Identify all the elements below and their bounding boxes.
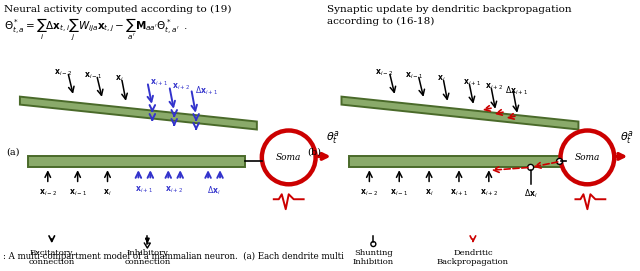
Text: (b): (b) <box>308 148 322 157</box>
Text: $\Delta\mathbf{x}_{i+1}$: $\Delta\mathbf{x}_{i+1}$ <box>505 85 528 97</box>
Text: Inhibitory
connection: Inhibitory connection <box>124 249 170 266</box>
Text: $\Delta\mathbf{x}_{i}$: $\Delta\mathbf{x}_{i}$ <box>207 184 221 197</box>
Text: Soma: Soma <box>575 153 600 162</box>
Text: $\mathbf{x}_{i+1}$: $\mathbf{x}_{i+1}$ <box>450 187 468 198</box>
Text: $\mathbf{x}_{i+1}$: $\mathbf{x}_{i+1}$ <box>136 184 154 195</box>
FancyBboxPatch shape <box>28 156 245 167</box>
FancyBboxPatch shape <box>349 156 566 167</box>
Circle shape <box>561 131 614 184</box>
Text: $\mathbf{x}_{i+1}$: $\mathbf{x}_{i+1}$ <box>150 78 168 88</box>
Text: $\theta^a_t$: $\theta^a_t$ <box>326 130 339 146</box>
Text: $\mathbf{x}_{i+2}$: $\mathbf{x}_{i+2}$ <box>172 82 190 92</box>
Text: $\mathbf{x}_{i+2}$: $\mathbf{x}_{i+2}$ <box>480 187 498 198</box>
Text: $\mathbf{x}_{i-2}$: $\mathbf{x}_{i-2}$ <box>360 187 378 198</box>
Circle shape <box>527 164 534 170</box>
Text: $\mathbf{x}_{i+1}$: $\mathbf{x}_{i+1}$ <box>463 78 481 88</box>
Text: Shunting
Inhibition: Shunting Inhibition <box>353 249 394 266</box>
Text: $\mathbf{x}_{i}$: $\mathbf{x}_{i}$ <box>437 74 445 84</box>
Text: $\mathbf{x}_{i-1}$: $\mathbf{x}_{i-1}$ <box>390 187 408 198</box>
Circle shape <box>371 241 376 247</box>
Text: (a): (a) <box>6 148 19 157</box>
Text: $\mathbf{x}_{i-1}$: $\mathbf{x}_{i-1}$ <box>84 71 102 81</box>
Text: $\mathbf{x}_{i-2}$: $\mathbf{x}_{i-2}$ <box>39 187 57 198</box>
Text: Excitatory
connection: Excitatory connection <box>29 249 75 266</box>
Text: $\theta^a_t$: $\theta^a_t$ <box>620 130 634 146</box>
Text: $\mathbf{x}_{i+2}$: $\mathbf{x}_{i+2}$ <box>165 184 183 195</box>
Text: : A multi-compartment model of a mammalian neuron.  (a) Each dendrite multi: : A multi-compartment model of a mammali… <box>3 252 344 261</box>
Polygon shape <box>342 97 579 130</box>
Polygon shape <box>20 97 257 130</box>
Text: Synaptic update by dendritic backpropagation: Synaptic update by dendritic backpropaga… <box>326 5 571 14</box>
Circle shape <box>557 158 563 164</box>
Text: according to (16-18): according to (16-18) <box>326 17 434 26</box>
Circle shape <box>262 131 316 184</box>
Text: $\mathbf{x}_{i}$: $\mathbf{x}_{i}$ <box>115 74 124 84</box>
Text: $\Delta\mathbf{x}_{i}$: $\Delta\mathbf{x}_{i}$ <box>524 187 538 200</box>
Text: Dendritic
Backpropagation: Dendritic Backpropagation <box>437 249 509 266</box>
Text: $\mathbf{x}_{i}$: $\mathbf{x}_{i}$ <box>425 187 433 198</box>
Text: Neural activity computed according to (19): Neural activity computed according to (1… <box>4 5 232 14</box>
Text: $\mathbf{x}_{i+2}$: $\mathbf{x}_{i+2}$ <box>485 82 503 92</box>
Text: $\mathbf{x}_{i-2}$: $\mathbf{x}_{i-2}$ <box>54 68 72 78</box>
Text: $\mathbf{x}_{i}$: $\mathbf{x}_{i}$ <box>103 187 112 198</box>
Text: $\mathbf{x}_{i-2}$: $\mathbf{x}_{i-2}$ <box>375 68 393 78</box>
Text: $\mathbf{x}_{i-1}$: $\mathbf{x}_{i-1}$ <box>68 187 86 198</box>
Text: Soma: Soma <box>276 153 301 162</box>
Text: $\Theta^*_{t,a} = \sum_i \Delta\mathbf{x}_{t,i} \sum_j W_{ija}\mathbf{x}_{t,j} -: $\Theta^*_{t,a} = \sum_i \Delta\mathbf{x… <box>4 17 188 43</box>
Text: $\Delta\mathbf{x}_{i+1}$: $\Delta\mathbf{x}_{i+1}$ <box>195 85 218 97</box>
Text: $\mathbf{x}_{i-1}$: $\mathbf{x}_{i-1}$ <box>405 71 423 81</box>
